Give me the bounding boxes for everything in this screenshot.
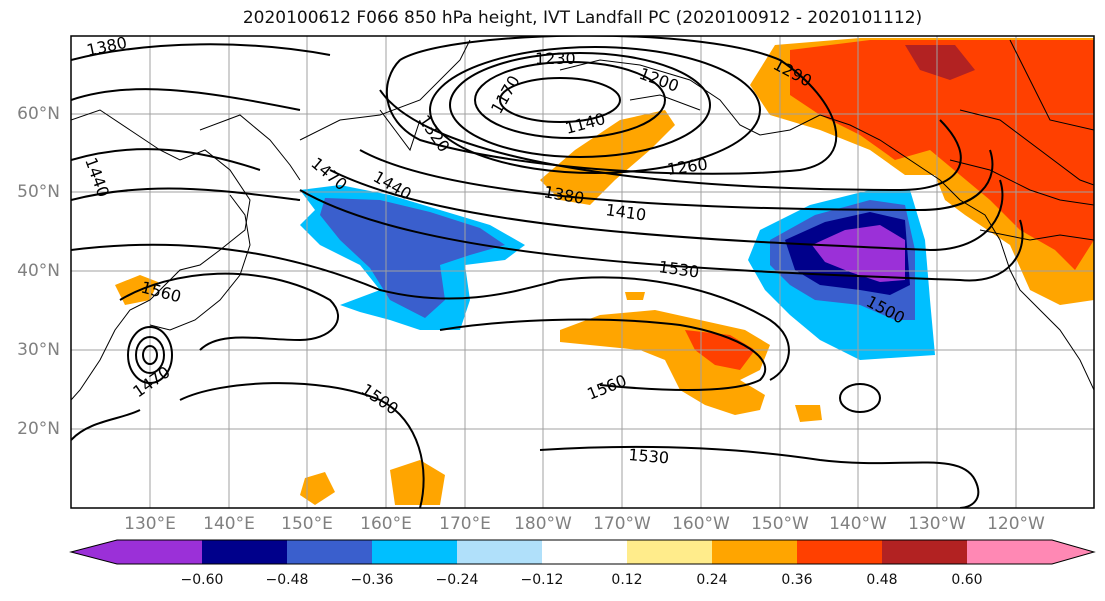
lon-tick-label: 140°W (829, 514, 887, 534)
colorbar-segment (117, 540, 202, 564)
colorbar-tick-label: −0.24 (435, 572, 479, 588)
colorbar-low-extend (71, 540, 117, 564)
ivt-strong-positive-region (790, 40, 1094, 270)
lon-tick-label: 180°W (514, 514, 572, 534)
lat-tick-label: 50°N (17, 182, 60, 202)
ivt-strong-negative-region (320, 198, 505, 318)
lon-tick-label: 140°E (203, 514, 255, 534)
map-title: 2020100612 F066 850 hPa height, IVT Land… (242, 8, 923, 28)
lon-tick-label: 170°W (593, 514, 651, 534)
lon-tick-label: 170°E (439, 514, 491, 534)
ivt-positive-region (300, 472, 335, 505)
ivt-max-positive-region (905, 45, 975, 80)
colorbar-segment (372, 540, 457, 564)
colorbar-segment (712, 540, 797, 564)
lon-tick-label: 150°E (281, 514, 333, 534)
colorbar-segment (202, 540, 287, 564)
colorbar-tick-label: −0.48 (265, 572, 309, 588)
colorbar-segment (797, 540, 882, 564)
colorbar-segment (287, 540, 372, 564)
ivt-positive-region (540, 110, 675, 205)
graticule (71, 36, 1094, 508)
colorbar-segment (542, 540, 627, 564)
ivt-positive-region (795, 405, 822, 422)
lon-tick-label: 160°E (360, 514, 412, 534)
colorbar-segment (457, 540, 542, 564)
height-contours (71, 36, 1024, 508)
lon-tick-label: 150°W (751, 514, 809, 534)
colorbar-tick-label: 0.24 (696, 572, 728, 588)
lon-tick-label: 120°W (987, 514, 1045, 534)
colorbar-high-extend (1052, 540, 1094, 564)
colorbar-tick-label: 0.12 (611, 572, 643, 588)
contour-label: 1530 (628, 445, 670, 467)
coastlines (71, 39, 1094, 401)
lat-tick-label: 30°N (17, 340, 60, 360)
colorbar-tick-label: −0.12 (520, 572, 564, 588)
colorbar-tick-label: 0.60 (951, 572, 983, 588)
ivt-positive-region (625, 292, 645, 300)
lat-tick-label: 60°N (17, 104, 60, 124)
lon-tick-label: 130°W (908, 514, 966, 534)
colorbar-segment (882, 540, 967, 564)
lon-tick-label: 130°E (124, 514, 176, 534)
colorbar-tick-label: 0.48 (866, 572, 898, 588)
colorbar-tick-label: −0.60 (180, 572, 224, 588)
colorbar-outline (69, 539, 1096, 565)
map-frame (70, 35, 1095, 509)
colorbar-segment (627, 540, 712, 564)
contour-label: 1230 (535, 49, 576, 68)
lat-tick-label: 20°N (17, 419, 60, 439)
lat-tick-label: 40°N (17, 261, 60, 281)
ivt-positive-region (390, 460, 445, 505)
colorbar-tick-label: 0.36 (781, 572, 813, 588)
lon-tick-label: 160°W (672, 514, 730, 534)
colorbar-segment (967, 540, 1052, 564)
colorbar (69, 539, 1096, 565)
colorbar-tick-label: −0.36 (350, 572, 394, 588)
